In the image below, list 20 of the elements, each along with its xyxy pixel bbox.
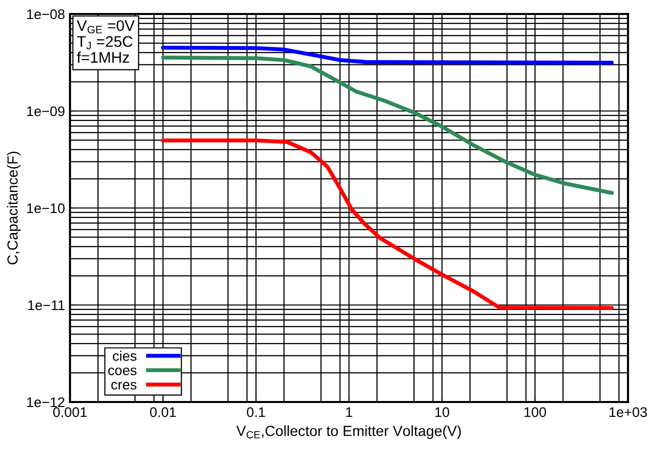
- y-axis-title: C,Capacitance(F): [6, 152, 21, 264]
- annotation: T$_{J}$ =25C: [77, 36, 133, 50]
- x-tick-label: 100: [524, 407, 546, 418]
- y-tick-label: 1e−10: [27, 203, 65, 214]
- annotation: f=1MHz: [76, 52, 129, 63]
- x-tick-label: 1e+03: [610, 407, 647, 418]
- x-tick-label: 10: [435, 407, 450, 418]
- x-tick-label: 0.1: [246, 407, 265, 418]
- y-tick-label: 1e−12: [27, 397, 64, 408]
- y-tick-label: 1e−08: [27, 9, 65, 20]
- x-tick-label: 1: [346, 407, 352, 417]
- y-tick-label: 1e−09: [27, 106, 64, 116]
- annotation: V$_{GE}$ =0V: [76, 20, 135, 34]
- x-tick-label: 0.001: [53, 407, 87, 418]
- y-tick-label: 1e−11: [28, 300, 64, 310]
- legend-label: cres: [111, 382, 136, 390]
- legend-label: coes: [108, 368, 136, 376]
- x-tick-label: 0.01: [150, 407, 176, 418]
- x-axis-title: V$_{CE}$,Collector to Emitter Voltage(V): [236, 425, 461, 439]
- legend-label: cies: [112, 350, 136, 361]
